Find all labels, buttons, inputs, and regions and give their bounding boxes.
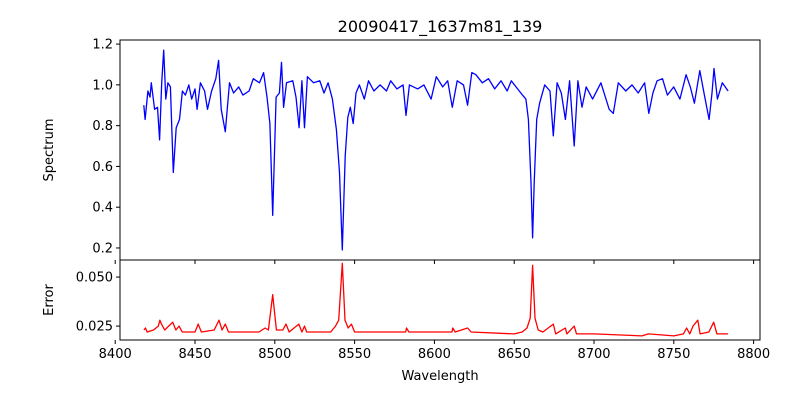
chart-title: 20090417_1637m81_139 — [338, 17, 543, 37]
axes-frame — [119, 259, 761, 341]
x-tick-label: 8550 — [338, 347, 371, 362]
x-tick-label: 8400 — [99, 347, 132, 362]
x-axis-label: Wavelength — [401, 369, 478, 384]
y-tick-label: 1.0 — [92, 78, 113, 93]
error-y-label: Error — [42, 284, 57, 316]
x-tick-label: 8450 — [178, 347, 211, 362]
y-tick-label: 0.025 — [76, 320, 113, 335]
x-tick-label: 8600 — [418, 347, 451, 362]
error-axes: 0.025 0.050 8400 8450 8500 8550 8600 8650 8700 87… — [76, 259, 770, 362]
error-line — [143, 262, 729, 337]
x-tick-label: 8750 — [657, 347, 690, 362]
spectrum-y-label: Spectrum — [42, 119, 57, 182]
y-tick-label: 0.050 — [76, 271, 113, 286]
axes-frame — [119, 39, 761, 261]
y-tick-label: 0.2 — [92, 241, 113, 256]
spectrum-line — [143, 49, 729, 251]
y-tick-label: 0.8 — [92, 119, 113, 134]
x-tick-label: 8700 — [577, 347, 610, 362]
spectrum-axes: 0.2 0.4 0.6 0.8 1.0 1.2 — [92, 38, 761, 264]
y-tick-label: 0.4 — [92, 201, 113, 216]
y-tick-label: 0.6 — [92, 160, 113, 175]
x-tick-label: 8500 — [258, 347, 291, 362]
x-tick-label: 8800 — [737, 347, 770, 362]
y-tick-label: 1.2 — [92, 38, 113, 53]
x-tick-label: 8650 — [498, 347, 531, 362]
